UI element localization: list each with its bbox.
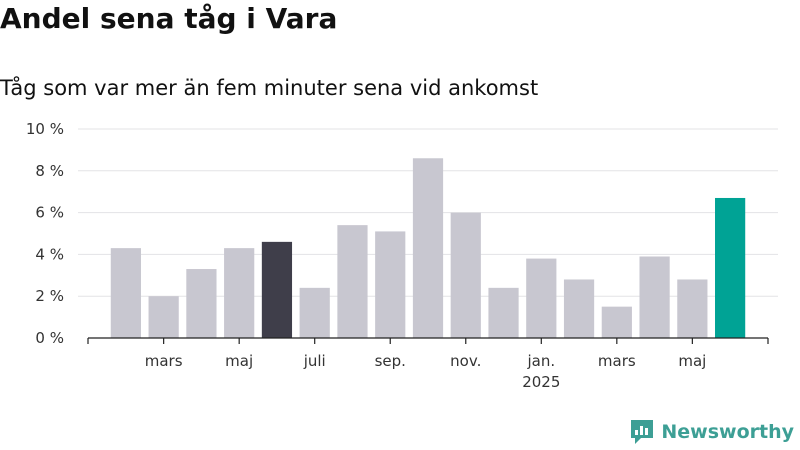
x-axis: mars maj juli sep. nov. jan. 2025 mars maj xyxy=(87,337,769,391)
bar xyxy=(563,279,595,338)
bar xyxy=(261,241,293,338)
y-tick-label: 8 % xyxy=(35,162,64,180)
y-tick-label: 2 % xyxy=(35,287,64,305)
brand-logo: Newsworthy xyxy=(629,418,794,446)
page-title: Andel sena tåg i Vara xyxy=(0,2,338,35)
bar xyxy=(186,269,217,338)
bar xyxy=(677,279,708,338)
newsworthy-logo-icon xyxy=(631,420,654,444)
bar xyxy=(488,287,519,338)
bar xyxy=(148,296,179,338)
bar-chart: 0 % 2 % 4 % 6 % 8 % 10 % mars maj juli sep. nov. j… xyxy=(26,120,778,391)
bar xyxy=(110,248,141,338)
x-tick-label: maj xyxy=(225,352,253,370)
x-tick-label: sep. xyxy=(375,352,406,370)
brand-name: Newsworthy xyxy=(661,421,794,443)
x-tick-label: maj xyxy=(678,352,706,370)
x-tick-label: jan. xyxy=(526,352,555,370)
bar xyxy=(601,306,632,338)
chart-subtitle: Tåg som var mer än fem minuter sena vid … xyxy=(0,76,539,100)
bar xyxy=(375,231,406,338)
x-tick-label: mars xyxy=(598,352,636,370)
bar xyxy=(526,258,557,338)
x-tick-label: mars xyxy=(145,352,183,370)
bar xyxy=(337,225,368,338)
bar xyxy=(224,248,255,338)
y-axis: 0 % 2 % 4 % 6 % 8 % 10 % xyxy=(26,120,64,347)
chart-bars xyxy=(110,158,746,338)
bar xyxy=(639,256,670,338)
y-tick-label: 4 % xyxy=(35,245,64,263)
x-tick-sublabel: 2025 xyxy=(522,373,560,391)
bar xyxy=(715,197,746,338)
y-tick-label: 6 % xyxy=(35,204,64,222)
x-tick-label: juli xyxy=(303,352,326,370)
bar xyxy=(412,158,444,338)
y-tick-label: 0 % xyxy=(35,329,64,347)
bar xyxy=(299,287,330,338)
y-tick-label: 10 % xyxy=(26,120,64,138)
bar xyxy=(450,212,481,338)
x-tick-label: nov. xyxy=(450,352,481,370)
